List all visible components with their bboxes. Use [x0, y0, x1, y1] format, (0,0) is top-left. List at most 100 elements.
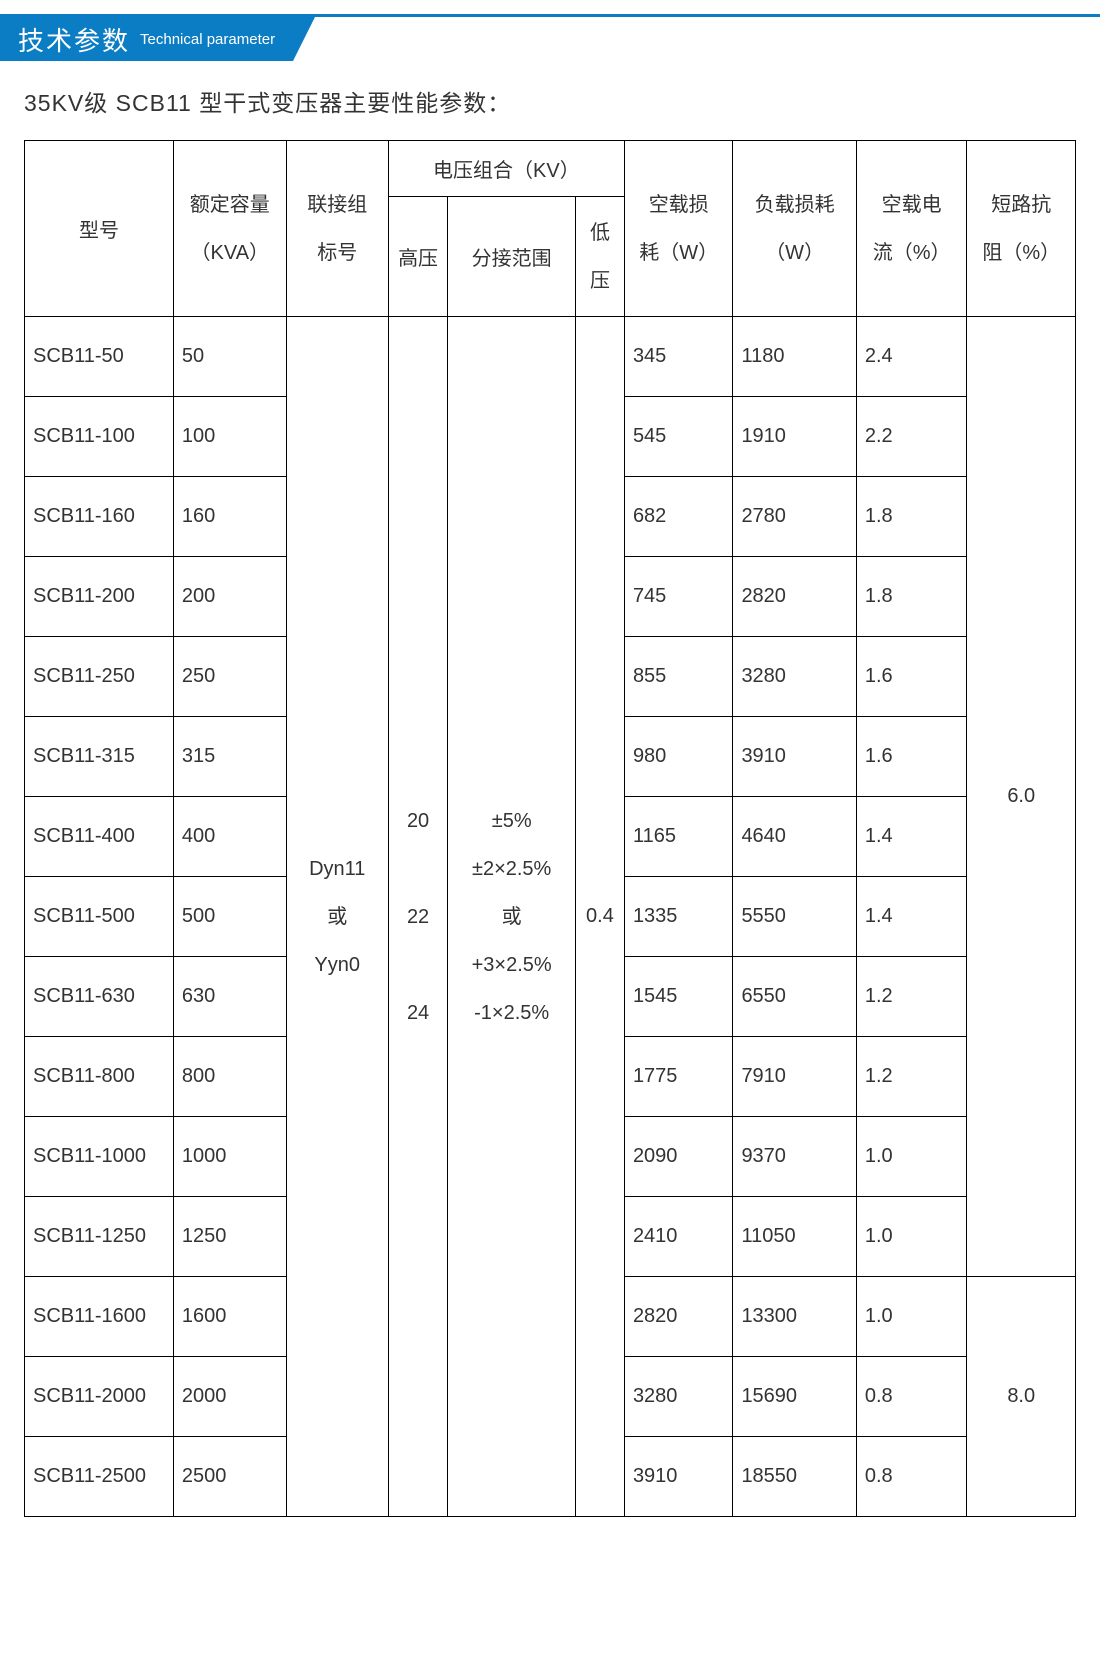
cell-load: 3910: [733, 717, 856, 797]
cell-model: SCB11-2500: [25, 1437, 174, 1517]
cell-tap: ±5% ±2×2.5% 或 +3×2.5% -1×2.5%: [448, 317, 576, 1517]
cell-current: 1.2: [856, 1037, 967, 1117]
col-tap: 分接范围: [448, 197, 576, 317]
cell-model: SCB11-1250: [25, 1197, 174, 1277]
cell-model: SCB11-50: [25, 317, 174, 397]
cell-noload: 345: [624, 317, 733, 397]
cell-load: 13300: [733, 1277, 856, 1357]
cell-lv: 0.4: [575, 317, 624, 1517]
cell-connection: Dyn11 或 Yyn0: [286, 317, 388, 1517]
subtitle: 35KV级 SCB11 型干式变压器主要性能参数：: [24, 84, 1100, 118]
cell-model: SCB11-1000: [25, 1117, 174, 1197]
cell-load: 2780: [733, 477, 856, 557]
cell-model: SCB11-2000: [25, 1357, 174, 1437]
cell-noload: 1545: [624, 957, 733, 1037]
cell-noload: 1775: [624, 1037, 733, 1117]
col-hv: 高压: [388, 197, 448, 317]
cell-model: SCB11-800: [25, 1037, 174, 1117]
cell-impedance: 6.0: [967, 317, 1076, 1277]
cell-noload: 1335: [624, 877, 733, 957]
cell-model: SCB11-100: [25, 397, 174, 477]
cell-noload: 1165: [624, 797, 733, 877]
cell-current: 0.8: [856, 1437, 967, 1517]
cell-model: SCB11-400: [25, 797, 174, 877]
cell-capacity: 2000: [173, 1357, 286, 1437]
col-impedance: 短路抗 阻（%）: [967, 141, 1076, 317]
cell-capacity: 1000: [173, 1117, 286, 1197]
cell-current: 1.4: [856, 877, 967, 957]
col-noload: 空载损 耗（W）: [624, 141, 733, 317]
cell-hv: 20 22 24: [388, 317, 448, 1517]
cell-capacity: 800: [173, 1037, 286, 1117]
cell-impedance: 8.0: [967, 1277, 1076, 1517]
header-title-en: Technical parameter: [140, 31, 275, 48]
cell-current: 2.2: [856, 397, 967, 477]
cell-current: 0.8: [856, 1357, 967, 1437]
header-tab: 技术参数 Technical parameter: [0, 17, 293, 61]
table-body: SCB11-5050Dyn11 或 Yyn020 22 24±5% ±2×2.5…: [25, 317, 1076, 1517]
cell-model: SCB11-500: [25, 877, 174, 957]
cell-capacity: 160: [173, 477, 286, 557]
cell-load: 2820: [733, 557, 856, 637]
cell-model: SCB11-160: [25, 477, 174, 557]
col-voltage-group: 电压组合（KV）: [388, 141, 624, 197]
col-load: 负载损耗 （W）: [733, 141, 856, 317]
cell-current: 1.6: [856, 717, 967, 797]
cell-capacity: 500: [173, 877, 286, 957]
cell-load: 18550: [733, 1437, 856, 1517]
cell-noload: 2820: [624, 1277, 733, 1357]
cell-capacity: 400: [173, 797, 286, 877]
section-header: 技术参数 Technical parameter: [0, 14, 1100, 62]
col-current: 空载电 流（%）: [856, 141, 967, 317]
cell-current: 1.0: [856, 1117, 967, 1197]
header-title-zh: 技术参数: [18, 21, 130, 58]
cell-load: 7910: [733, 1037, 856, 1117]
cell-load: 9370: [733, 1117, 856, 1197]
cell-noload: 545: [624, 397, 733, 477]
cell-model: SCB11-200: [25, 557, 174, 637]
spec-table: 型号 额定容量 （KVA） 联接组 标号 电压组合（KV） 空载损 耗（W） 负…: [24, 140, 1076, 1517]
cell-current: 1.2: [856, 957, 967, 1037]
cell-capacity: 1250: [173, 1197, 286, 1277]
cell-capacity: 200: [173, 557, 286, 637]
cell-capacity: 50: [173, 317, 286, 397]
cell-load: 1910: [733, 397, 856, 477]
cell-capacity: 250: [173, 637, 286, 717]
col-capacity: 额定容量 （KVA）: [173, 141, 286, 317]
cell-load: 1180: [733, 317, 856, 397]
cell-current: 1.0: [856, 1197, 967, 1277]
cell-load: 11050: [733, 1197, 856, 1277]
cell-capacity: 315: [173, 717, 286, 797]
cell-noload: 855: [624, 637, 733, 717]
cell-current: 1.8: [856, 557, 967, 637]
cell-model: SCB11-630: [25, 957, 174, 1037]
cell-load: 6550: [733, 957, 856, 1037]
cell-model: SCB11-1600: [25, 1277, 174, 1357]
table-row: SCB11-5050Dyn11 或 Yyn020 22 24±5% ±2×2.5…: [25, 317, 1076, 397]
cell-load: 5550: [733, 877, 856, 957]
col-connection: 联接组 标号: [286, 141, 388, 317]
table-head: 型号 额定容量 （KVA） 联接组 标号 电压组合（KV） 空载损 耗（W） 负…: [25, 141, 1076, 317]
cell-noload: 2090: [624, 1117, 733, 1197]
cell-capacity: 630: [173, 957, 286, 1037]
cell-capacity: 1600: [173, 1277, 286, 1357]
cell-current: 2.4: [856, 317, 967, 397]
cell-load: 3280: [733, 637, 856, 717]
col-model: 型号: [25, 141, 174, 317]
cell-current: 1.0: [856, 1277, 967, 1357]
cell-capacity: 100: [173, 397, 286, 477]
cell-load: 15690: [733, 1357, 856, 1437]
cell-current: 1.6: [856, 637, 967, 717]
cell-load: 4640: [733, 797, 856, 877]
cell-model: SCB11-315: [25, 717, 174, 797]
cell-capacity: 2500: [173, 1437, 286, 1517]
cell-noload: 3910: [624, 1437, 733, 1517]
cell-model: SCB11-250: [25, 637, 174, 717]
cell-current: 1.4: [856, 797, 967, 877]
cell-noload: 745: [624, 557, 733, 637]
cell-noload: 2410: [624, 1197, 733, 1277]
cell-current: 1.8: [856, 477, 967, 557]
cell-noload: 980: [624, 717, 733, 797]
cell-noload: 3280: [624, 1357, 733, 1437]
cell-noload: 682: [624, 477, 733, 557]
